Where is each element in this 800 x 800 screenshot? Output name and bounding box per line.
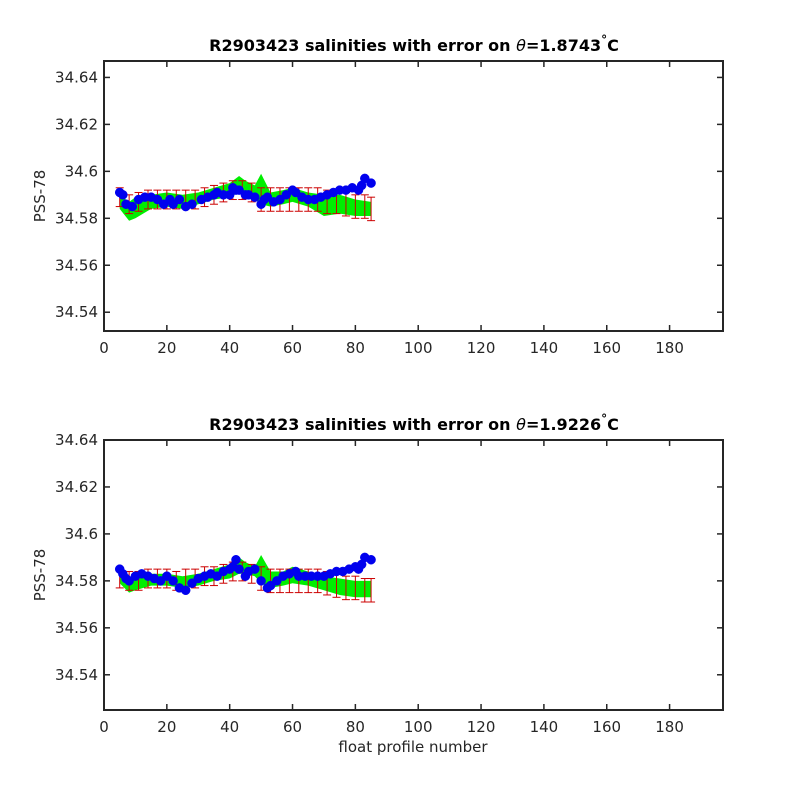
bottom-panel-title: R2903423 salinities with error on θ=1.92… [209,412,619,434]
y-tick-label: 34.58 [55,572,98,590]
x-tick-label: 180 [655,339,684,357]
x-tick-label: 120 [467,339,496,357]
x-tick-label: 140 [530,718,559,736]
top-panel-marks [114,173,376,222]
x-tick-label: 100 [404,718,433,736]
data-point [231,554,241,565]
data-point [256,576,266,586]
x-tick-label: 180 [655,718,684,736]
title-value: =1.9226 [526,415,601,434]
bottom-panel-y-ticks: 34.54 34.56 34.58 34.6 34.62 34.64 [55,431,723,684]
data-point [180,585,191,596]
x-tick-label: 80 [346,718,365,736]
x-tick-label: 40 [220,339,239,357]
title-unit: C [607,415,619,434]
y-tick-label: 34.56 [55,256,98,274]
x-tick-label: 60 [283,718,302,736]
title-unit: C [607,36,619,55]
top-panel: R2903423 salinities with error on θ=1.87… [31,33,724,357]
data-point [118,190,128,200]
data-point [168,576,178,586]
x-tick-label: 40 [220,718,239,736]
data-point [250,192,260,202]
y-tick-label: 34.6 [65,162,98,180]
top-panel-x-ticks: 0 20 40 60 80 100 120 140 160 180 [99,61,684,357]
x-tick-label: 20 [157,339,176,357]
y-tick-label: 34.56 [55,619,98,637]
error-bar [367,578,376,603]
data-point [174,194,185,205]
theta-symbol: θ [516,415,526,434]
bottom-panel-y-axis-label: PSS-78 [31,549,49,602]
top-panel-title: R2903423 salinities with error on θ=1.87… [209,33,619,55]
x-tick-label: 160 [592,339,621,357]
y-tick-label: 34.6 [65,525,98,543]
degree-symbol: ° [601,412,607,426]
x-tick-label: 120 [467,718,496,736]
top-panel-axes-box [103,60,724,332]
title-prefix: R2903423 salinities with error on [209,415,516,434]
data-point [127,201,138,212]
data-point [366,178,376,188]
bottom-panel-x-axis-label: float profile number [338,738,488,756]
error-bar [367,196,376,222]
x-tick-label: 0 [99,339,109,357]
data-point [250,564,260,574]
y-tick-label: 34.62 [55,115,98,133]
y-tick-label: 34.54 [55,666,98,684]
degree-symbol: ° [601,33,607,47]
title-prefix: R2903423 salinities with error on [209,36,516,55]
y-tick-label: 34.54 [55,303,98,321]
x-tick-label: 140 [530,339,559,357]
y-tick-label: 34.62 [55,478,98,496]
x-tick-label: 0 [99,718,109,736]
bottom-panel-marks [114,552,376,603]
y-tick-label: 34.64 [55,431,98,449]
x-tick-label: 20 [157,718,176,736]
x-tick-label: 60 [283,339,302,357]
y-tick-label: 34.64 [55,68,98,86]
top-panel-y-ticks: 34.54 34.56 34.58 34.6 34.62 34.64 [55,68,723,321]
x-tick-label: 100 [404,339,433,357]
data-point [234,564,244,574]
x-tick-label: 80 [346,339,365,357]
y-tick-label: 34.58 [55,209,98,227]
data-point [366,554,376,565]
data-point [187,199,197,209]
top-panel-y-axis-label: PSS-78 [31,170,49,223]
bottom-panel: R2903423 salinities with error on θ=1.92… [31,412,724,756]
x-tick-label: 160 [592,718,621,736]
bottom-panel-axes-box [103,439,724,711]
error-bar [351,575,360,601]
bottom-panel-x-ticks: 0 20 40 60 80 100 120 140 160 180 [99,440,684,736]
error-bar [360,194,369,219]
title-value: =1.8743 [526,36,601,55]
theta-symbol: θ [516,36,526,55]
